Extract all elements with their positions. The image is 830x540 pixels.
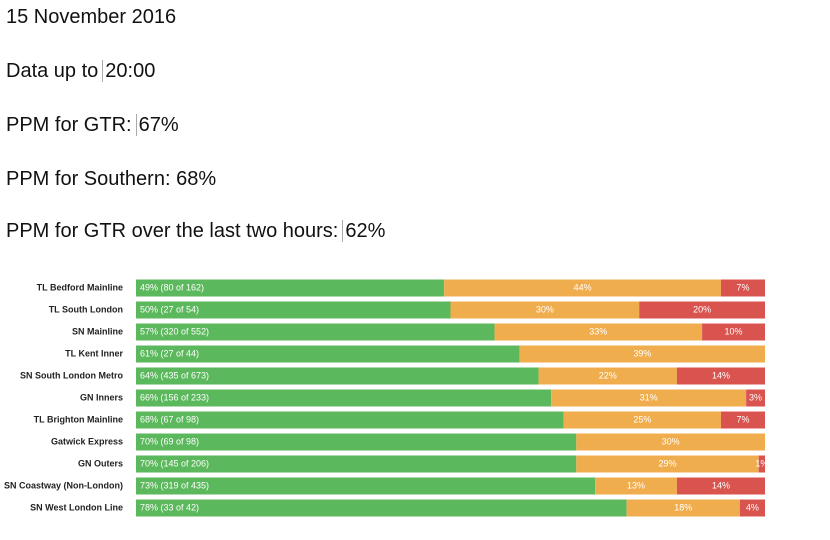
- value-label: 73% (319 of 435): [140, 480, 209, 490]
- bar-segment: [136, 345, 520, 363]
- value: 20:00: [102, 60, 156, 82]
- category-label: TL South London: [49, 304, 123, 314]
- bar-segment: [136, 367, 539, 385]
- value-label: 30%: [662, 436, 680, 446]
- bar-segment: [136, 389, 552, 407]
- value-label: 78% (33 of 42): [140, 502, 199, 512]
- bar-segment: [136, 455, 577, 473]
- bar-segment: [720, 279, 765, 297]
- value-label: 64% (435 of 673): [140, 370, 209, 380]
- value-label: 1%: [755, 458, 768, 468]
- value-label: 7%: [736, 414, 749, 424]
- bar-segment: [519, 345, 765, 363]
- bar-segment: [136, 499, 627, 517]
- category-label: SN Coastway (Non-London): [4, 480, 123, 490]
- category-label: TL Bedford Mainline: [37, 282, 123, 292]
- category-label: TL Kent Inner: [65, 348, 123, 358]
- bar-segment: [639, 301, 765, 319]
- value-label: 49% (80 of 162): [140, 282, 204, 292]
- bar-segment: [595, 477, 677, 495]
- ppm-southern: PPM for Southern: 68%: [6, 168, 217, 190]
- data-up-to: Data up to 20:00: [6, 60, 156, 83]
- value-label: 30%: [536, 304, 554, 314]
- value-label: 33%: [589, 326, 607, 336]
- bar-segment: [136, 301, 451, 319]
- bar-segment: [136, 477, 596, 495]
- value-label: 13%: [627, 480, 645, 490]
- label: Data up to: [6, 60, 99, 82]
- bar-segment: [563, 411, 721, 429]
- bar-segment: [551, 389, 747, 407]
- value-label: 20%: [693, 304, 711, 314]
- label: PPM for GTR over the last two hours:: [6, 220, 339, 242]
- ppm-gtr: PPM for GTR: 67%: [6, 114, 179, 137]
- bar-segment: [576, 455, 759, 473]
- bar-segment: [136, 323, 495, 341]
- value-label: 68% (67 of 98): [140, 414, 199, 424]
- value-label: 61% (27 of 44): [140, 348, 199, 358]
- bar-segment: [676, 367, 765, 385]
- bar-segment: [739, 499, 765, 517]
- value-label: 57% (320 of 552): [140, 326, 209, 336]
- value-label: 31%: [640, 392, 658, 402]
- bar-segment: [746, 389, 765, 407]
- category-label: GN Outers: [78, 458, 123, 468]
- bar-segment: [626, 499, 740, 517]
- bar-segment: [538, 367, 677, 385]
- value-label: 7%: [736, 282, 749, 292]
- value-label: 22%: [599, 370, 617, 380]
- bar-segment: [494, 323, 703, 341]
- value-label: 4%: [746, 502, 759, 512]
- category-label: TL Brighton Mainline: [34, 414, 123, 424]
- category-label: SN West London Line: [30, 502, 123, 512]
- value-label: 39%: [633, 348, 651, 358]
- bar-segment: [758, 455, 765, 473]
- date: 15 November 2016: [6, 6, 177, 28]
- label: PPM for GTR:: [6, 114, 132, 136]
- bar-segment: [450, 301, 640, 319]
- value-label: 18%: [674, 502, 692, 512]
- value-label: 14%: [712, 480, 730, 490]
- value-label: 44%: [574, 282, 592, 292]
- chart: TL Bedford Mainline 49% (80 of 162) 44% 7% T…: [4, 279, 768, 517]
- value-label: 50% (27 of 54): [140, 304, 199, 314]
- value-label: 25%: [633, 414, 651, 424]
- category-label: SN Mainline: [72, 326, 123, 336]
- value-label: 10%: [725, 326, 743, 336]
- bar-segment: [136, 411, 564, 429]
- bar-segment: [136, 279, 445, 297]
- category-label: GN Inners: [80, 392, 123, 402]
- bar-segment: [576, 433, 765, 451]
- value-label: 70% (145 of 206): [140, 458, 209, 468]
- value-label: 14%: [712, 370, 730, 380]
- category-label: SN South London Metro: [20, 370, 123, 380]
- bar-segment: [702, 323, 765, 341]
- bar-segment: [720, 411, 765, 429]
- value-label: 66% (156 of 233): [140, 392, 209, 402]
- value-label: 29%: [658, 458, 676, 468]
- bar-segment: [444, 279, 721, 297]
- value: 62%: [342, 220, 386, 242]
- bar-segment: [136, 433, 577, 451]
- value-label: 3%: [749, 392, 762, 402]
- value-label: 70% (69 of 98): [140, 436, 199, 446]
- ppm-gtr-two-hours: PPM for GTR over the last two hours: 62%: [6, 220, 386, 243]
- value: 67%: [135, 114, 179, 136]
- category-label: Gatwick Express: [51, 436, 123, 446]
- bar-segment: [676, 477, 765, 495]
